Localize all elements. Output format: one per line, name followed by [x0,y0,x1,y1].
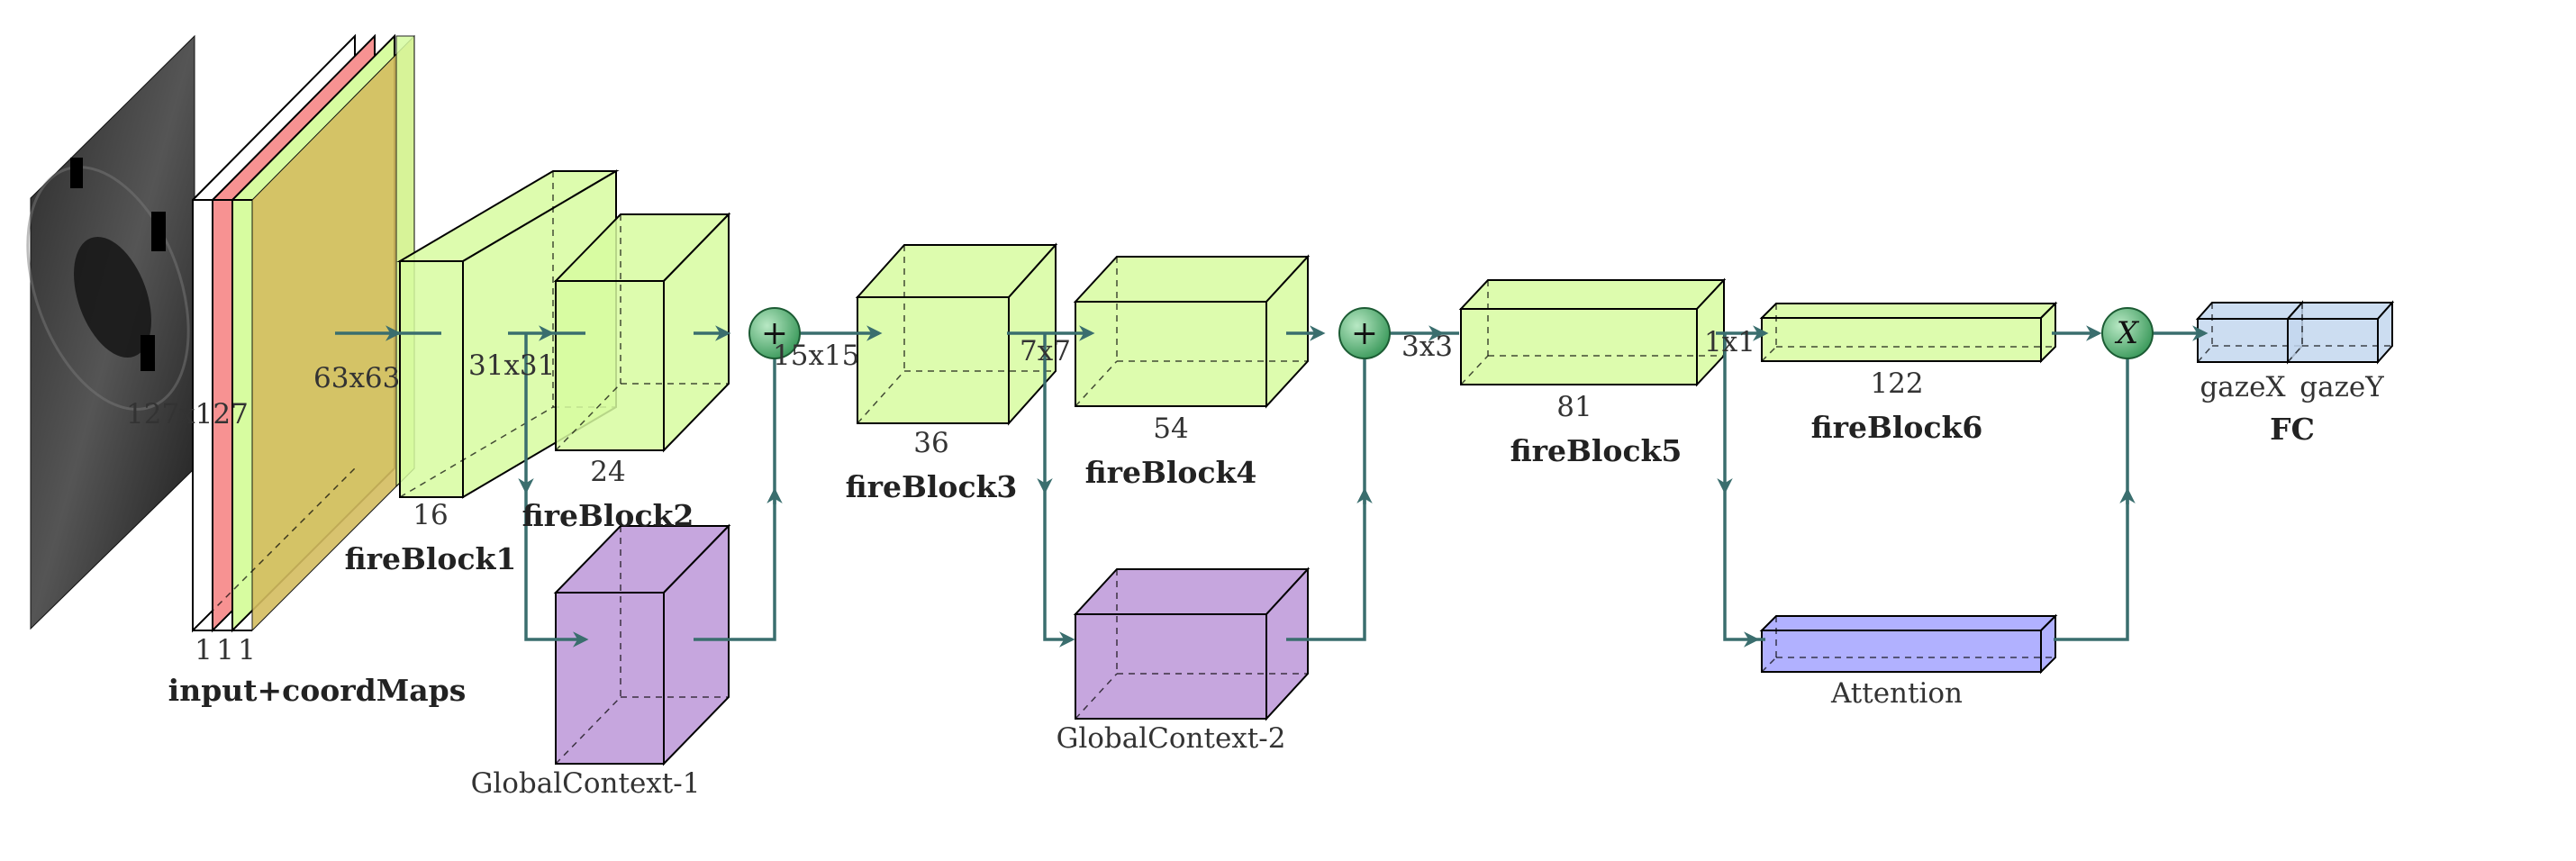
input-block-label: input+coordMaps [168,673,467,708]
fb2-channels: 24 [590,456,625,488]
fb3-channels: 36 [913,427,948,459]
arrow-gc2-add2 [1286,491,1366,641]
gc1-label: GlobalContext-1 [471,767,701,800]
fb4-channels: 54 [1153,412,1188,445]
globalcontext2-cuboid [1073,566,1311,721]
globalcontext1-cuboid [553,523,731,766]
input-eye-image [26,34,195,630]
add-symbol-2: + [1351,315,1378,352]
fc-output-gazey: gazeY [2299,371,2384,403]
fb5-label: fireBlock5 [1510,433,1683,468]
add-node-2: + [1338,307,1391,359]
cuboid-layer [396,169,2395,766]
size-label-63: 63x63 [313,362,400,394]
input-size-label: 127x127 [126,398,249,430]
fc-output-gazex: gazeX [2200,371,2285,403]
size-label-3: 3x3 [1401,331,1453,363]
arrow-attention-mul [2054,491,2129,641]
fb3-label: fireBlock3 [846,469,1018,504]
size-label-7: 7x7 [1020,335,1071,367]
add-node-1: + [748,307,801,359]
fireblock6-cuboid [1759,301,2058,364]
attention-cuboid [1759,613,2058,675]
fb4-label: fireBlock4 [1085,455,1257,490]
fb6-label: fireBlock6 [1811,410,1983,445]
channel-label-1: 1 [195,634,213,666]
fb1-label: fireBlock1 [345,541,517,576]
fb1-channels: 16 [413,499,448,531]
fireblock3-cuboid [855,242,1058,426]
arrow-gc1-add1 [694,491,776,641]
size-label-31: 31x31 [468,349,555,382]
attention-label: Attention [1830,677,1963,710]
channel-label-2: 1 [216,634,234,666]
channel-label-3: 1 [238,634,256,666]
fc-label: FC [2270,412,2315,447]
fireblock5-cuboid [1458,277,1727,387]
gc2-label: GlobalContext-2 [1057,722,1286,755]
fb5-channels: 81 [1556,391,1592,423]
add-symbol-1: + [761,315,788,352]
fb2-label: fireBlock2 [522,498,694,533]
fc-gazey-cuboid [2285,300,2395,365]
fb6-channels: 122 [1870,367,1923,400]
size-label-15: 15x15 [773,340,859,372]
fc-gazex-cuboid [2195,300,2305,365]
size-label-1: 1x1 [1704,326,1755,358]
fireblock4-cuboid [1073,254,1311,409]
connectors [335,325,2209,648]
multiply-node: X [2101,307,2154,359]
multiply-symbol: X [2114,315,2140,351]
